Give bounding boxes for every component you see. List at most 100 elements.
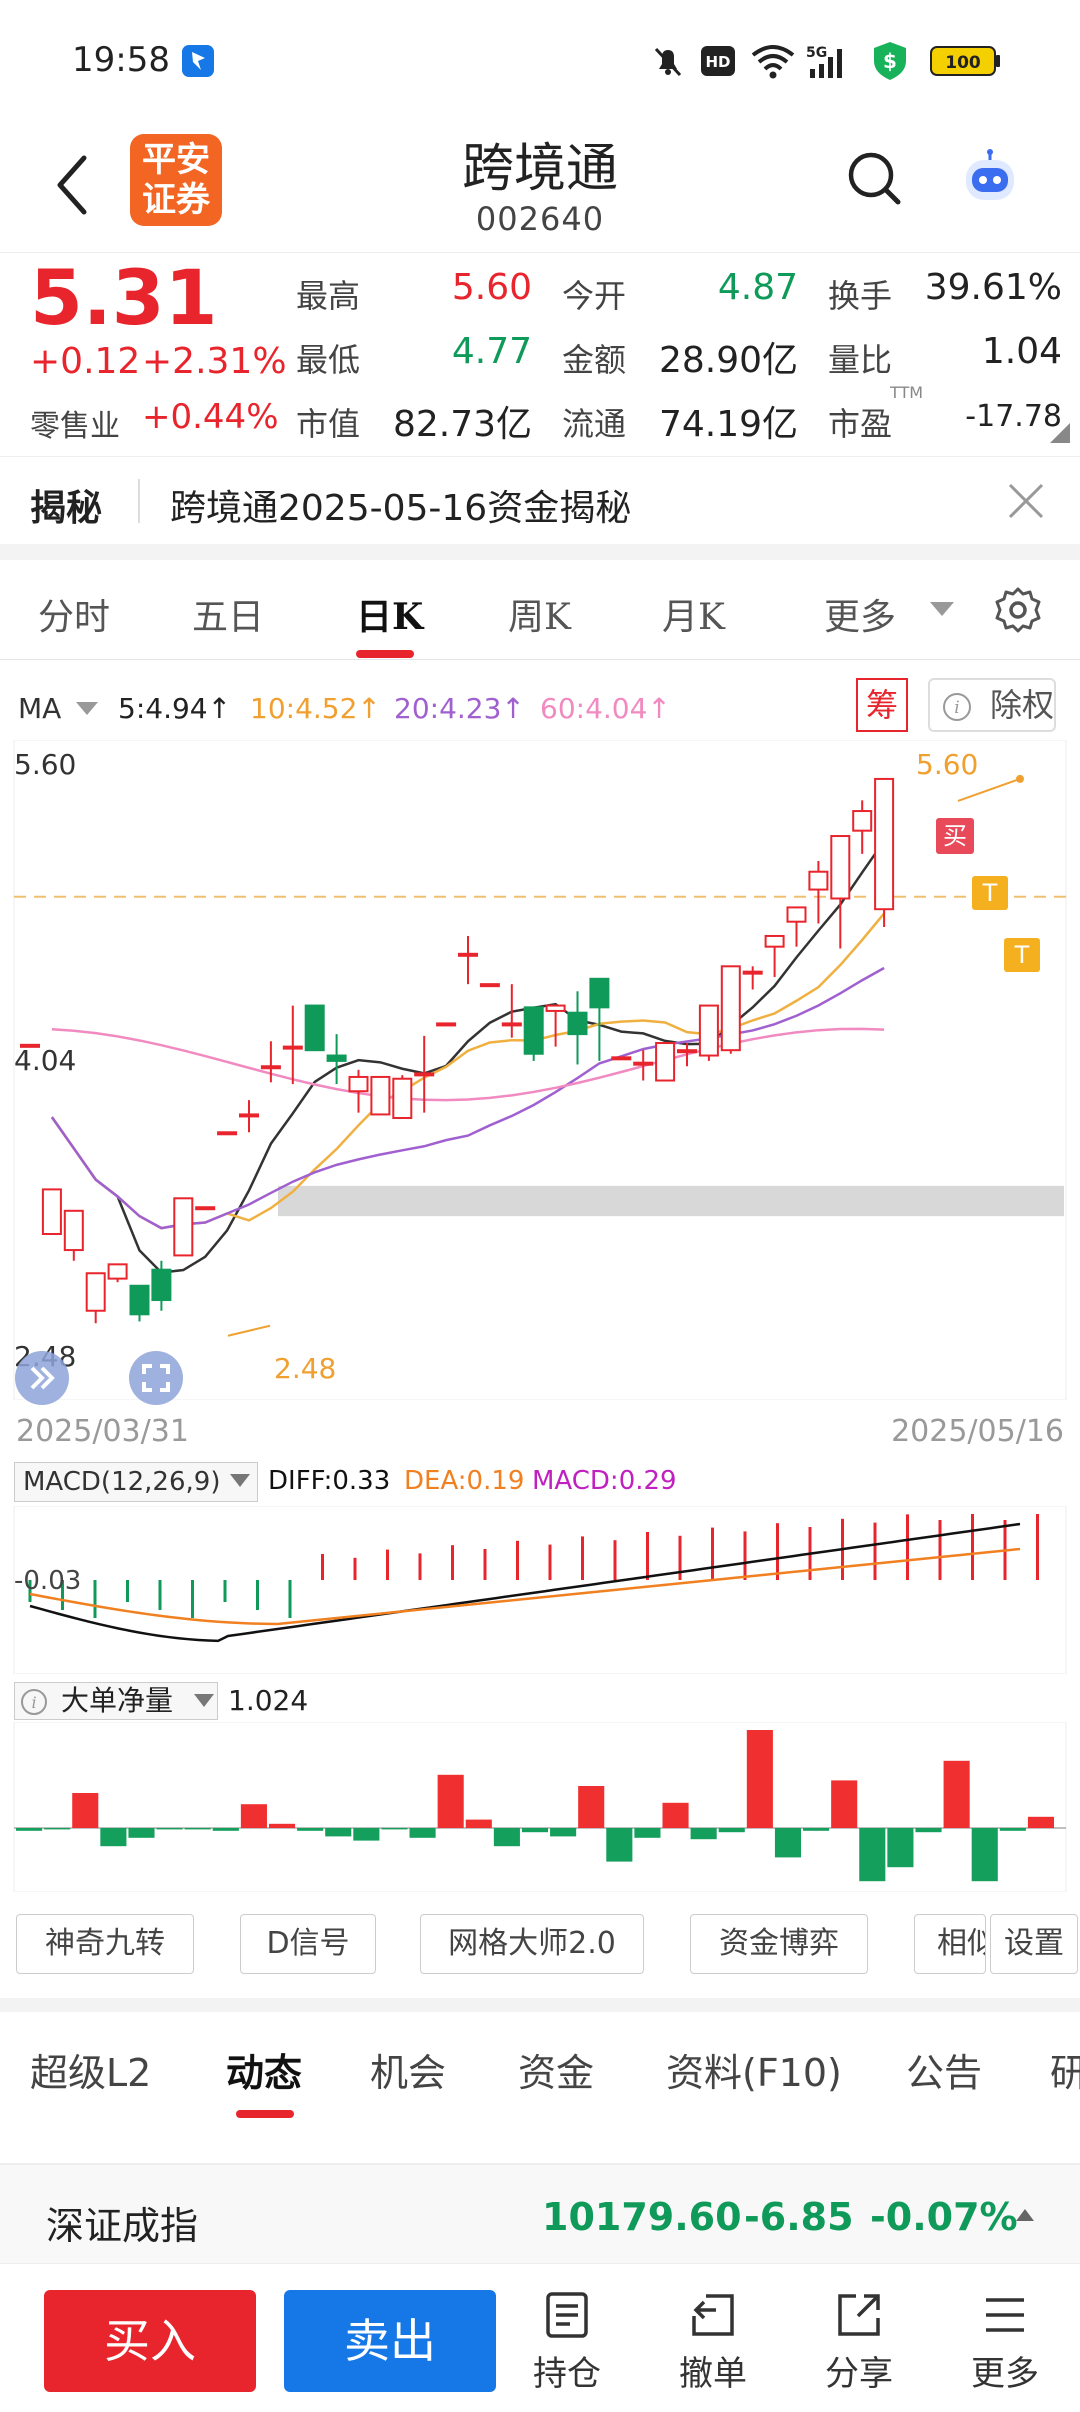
tab-five-day[interactable]: 五日 bbox=[192, 597, 265, 638]
cancel-order-label: 撤单 bbox=[679, 2354, 747, 2394]
ma-legend: MA 5:4.94↑ 10:4.52↑ 20:4.23↑ 60:4.04↑ bbox=[0, 686, 1080, 736]
svg-text:i: i bbox=[31, 1693, 36, 1712]
net-text: 5G bbox=[806, 45, 827, 61]
indicator-settings[interactable]: 设置 bbox=[990, 1914, 1078, 1974]
big-order-bar bbox=[859, 1828, 886, 1882]
big-order-bar bbox=[437, 1774, 464, 1828]
cancel-order-icon bbox=[692, 2294, 734, 2336]
buy-signal-tag[interactable]: 买 bbox=[936, 818, 974, 854]
ai-assistant-icon[interactable] bbox=[958, 146, 1022, 210]
float-cap-value: 74.19亿 bbox=[658, 404, 798, 445]
big-order-bar bbox=[1027, 1816, 1054, 1828]
close-icon[interactable] bbox=[1004, 479, 1048, 523]
sector-label[interactable]: 零售业 bbox=[30, 409, 120, 444]
sector-change[interactable]: +0.44% bbox=[142, 397, 279, 437]
ma-label[interactable]: MA bbox=[18, 692, 62, 725]
macd-dea-line bbox=[29, 1547, 1021, 1626]
sell-button[interactable]: 卖出 bbox=[284, 2290, 496, 2392]
pe-label: 市盈 bbox=[828, 405, 893, 443]
tab-f10[interactable]: 资料(F10) bbox=[666, 2051, 842, 2095]
tab-opportunity[interactable]: 机会 bbox=[370, 2051, 447, 2095]
indicator-grid-master[interactable]: 网格大师2.0 bbox=[420, 1914, 644, 1974]
index-ticker[interactable]: 深证成指 10179.60 -6.85 -0.07% bbox=[0, 2164, 1080, 2264]
volume-ratio-value: 1.04 bbox=[981, 331, 1062, 372]
tab-more[interactable]: 更多 bbox=[824, 597, 897, 638]
capital-reveal-bar[interactable]: 揭秘 跨境通2025-05-16资金揭秘 bbox=[0, 456, 1080, 544]
holdings-label: 持仓 bbox=[533, 2354, 601, 2394]
candle-body bbox=[173, 1197, 194, 1257]
candlestick-chart[interactable] bbox=[0, 740, 1080, 1400]
dropdown-icon[interactable] bbox=[930, 602, 954, 618]
ma-dropdown-icon[interactable] bbox=[76, 702, 98, 716]
cancel-order-button[interactable]: 撤单 bbox=[658, 2290, 768, 2400]
candle-body bbox=[545, 1004, 566, 1012]
fullscreen-icon[interactable] bbox=[128, 1350, 184, 1406]
tab-announcement[interactable]: 公告 bbox=[906, 2051, 983, 2095]
big-order-dropdown-icon[interactable] bbox=[194, 1694, 214, 1708]
candle-body bbox=[874, 777, 895, 911]
indicator-d-signal[interactable]: D信号 bbox=[240, 1914, 376, 1974]
macd-selector[interactable]: MACD(12,26,9) bbox=[14, 1462, 258, 1502]
reveal-text[interactable]: 跨境通2025-05-16资金揭秘 bbox=[170, 488, 632, 529]
more-button[interactable]: 更多 bbox=[950, 2290, 1060, 2400]
gear-icon[interactable] bbox=[994, 586, 1042, 634]
tab-monthly-k[interactable]: 月K bbox=[662, 597, 725, 638]
candle-body bbox=[304, 1004, 325, 1052]
candle-body bbox=[392, 1077, 413, 1120]
expand-forward-icon[interactable] bbox=[14, 1350, 70, 1406]
macd-diff-line bbox=[29, 1522, 1021, 1643]
back-arrow-icon[interactable] bbox=[48, 150, 98, 220]
turnover-label: 换手 bbox=[828, 277, 893, 315]
expand-up-icon[interactable] bbox=[1016, 2209, 1034, 2221]
candle-body bbox=[567, 1011, 588, 1036]
big-order-bar bbox=[325, 1828, 352, 1837]
candle-body bbox=[239, 1113, 259, 1118]
t-signal-tag-2[interactable]: T bbox=[1004, 938, 1040, 972]
holdings-button[interactable]: 持仓 bbox=[512, 2290, 622, 2400]
t-signal-tag[interactable]: T bbox=[972, 876, 1008, 910]
candle-body bbox=[611, 1056, 632, 1061]
low-marker-label: 2.48 bbox=[274, 1352, 337, 1385]
ma60-line bbox=[51, 1027, 885, 1102]
reveal-tag: 揭秘 bbox=[30, 488, 103, 529]
tab-daily-k[interactable]: 日K bbox=[356, 596, 424, 638]
big-order-bar bbox=[943, 1760, 970, 1828]
indicator-nine-turn[interactable]: 神奇九转 bbox=[16, 1914, 194, 1974]
app-notification-icon bbox=[180, 42, 216, 80]
tab-super-l2[interactable]: 超级L2 bbox=[30, 2051, 152, 2095]
big-order-bar bbox=[746, 1730, 773, 1828]
ex-rights-button[interactable]: 除权 bbox=[928, 678, 1056, 732]
tab-weekly-k[interactable]: 周K bbox=[508, 597, 571, 638]
mute-icon bbox=[648, 42, 688, 80]
amount-value: 28.90亿 bbox=[658, 340, 798, 381]
volume-ratio-label: 量比 bbox=[828, 341, 893, 379]
holdings-icon bbox=[546, 2292, 588, 2338]
search-icon[interactable] bbox=[846, 150, 902, 206]
buy-button[interactable]: 买入 bbox=[44, 2290, 256, 2392]
indicator-capital-game[interactable]: 资金博弈 bbox=[690, 1914, 868, 1974]
tab-intraday[interactable]: 分时 bbox=[38, 597, 111, 638]
tab-research[interactable]: 研报 bbox=[1050, 2051, 1080, 2095]
broker-logo[interactable]: 平安 证券 bbox=[130, 134, 222, 226]
chip-distribution-button[interactable]: 筹 bbox=[856, 678, 908, 732]
info-tab-indicator bbox=[236, 2110, 294, 2118]
security-shield-icon: $ bbox=[870, 42, 910, 80]
macd-dropdown-icon[interactable] bbox=[230, 1474, 250, 1488]
share-label: 分享 bbox=[825, 2354, 893, 2394]
macd-dea: DEA:0.19 bbox=[404, 1466, 525, 1496]
tab-dynamic[interactable]: 动态 bbox=[226, 2051, 303, 2095]
big-order-chart[interactable] bbox=[0, 1722, 1080, 1892]
big-order-bar bbox=[887, 1828, 914, 1868]
tab-capital[interactable]: 资金 bbox=[518, 2051, 595, 2095]
big-order-selector[interactable]: 大单净量 bbox=[14, 1682, 218, 1720]
macd-axis-label: -0.03 bbox=[14, 1566, 82, 1596]
macd-chart[interactable] bbox=[0, 1506, 1080, 1674]
big-order-bar bbox=[381, 1828, 408, 1830]
candle-body bbox=[677, 1049, 697, 1054]
indicator-similar[interactable]: 相似 bbox=[914, 1914, 986, 1974]
stock-header: 平安 证券 跨境通 002640 bbox=[0, 120, 1080, 250]
candle-body bbox=[370, 1075, 391, 1116]
macd-value: MACD:0.29 bbox=[532, 1466, 677, 1496]
expand-corner-icon[interactable] bbox=[1050, 423, 1070, 443]
share-button[interactable]: 分享 bbox=[804, 2290, 914, 2400]
